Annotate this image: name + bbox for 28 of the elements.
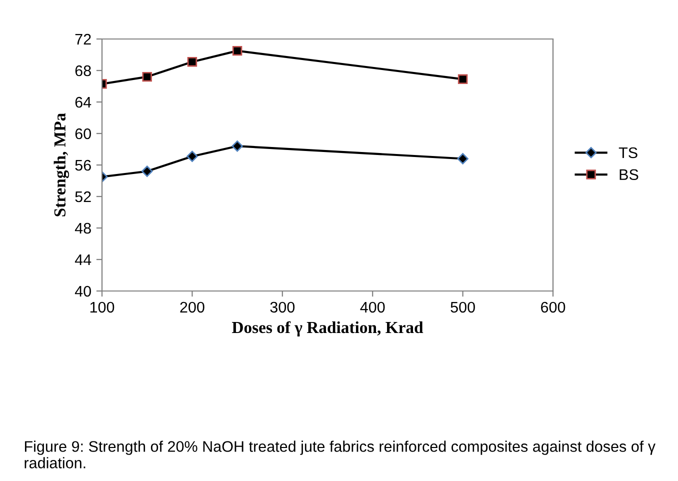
point [187,56,198,67]
point [458,74,468,84]
x-tick-label: 300 [270,302,295,313]
legend-label: BS [620,169,638,180]
point [457,153,468,164]
x-tick-label: 200 [180,302,204,313]
y-tick-label: 48 [74,222,91,234]
legend-label: TS [618,147,638,158]
point [142,72,152,82]
point [186,150,198,162]
y-tick-label: 44 [74,254,92,266]
point [232,46,242,56]
y-tick-label: 56 [75,160,91,171]
y-tick-label: 60 [75,128,91,140]
caption: Figure 9: Strength of 20% NaOH treated jute fabrics reinforced composites against doses of γ radiation. [24,440,656,468]
x-tick-label: 500 [450,302,475,313]
y-tick-label: 68 [75,65,91,76]
y-tick-label: 52 [75,191,91,202]
y-axis-title: Strength, MPa [54,113,70,216]
point [141,166,153,177]
x-axis-title: Doses of γ Radiation, Krad [232,321,424,336]
y-tick-label: 64 [75,96,92,108]
x-tick-label: 400 [360,302,385,313]
x-tick-label: 600 [541,302,566,313]
point [232,140,243,152]
y-tick-label: 72 [75,34,91,45]
y-tick-label: 40 [74,286,91,297]
x-tick-label: 100 [90,302,114,313]
